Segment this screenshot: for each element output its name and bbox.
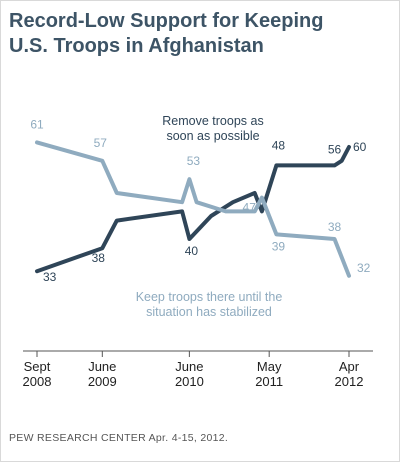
chart-title-line: U.S. Troops in Afghanistan [9,35,264,57]
x-tick-label: 2011 [255,374,283,389]
data-label: 40 [185,244,199,258]
x-tick-label: Sept [24,359,51,374]
x-tick-label: 2008 [23,374,52,389]
data-label: 38 [328,220,342,234]
data-label: 47 [243,201,257,215]
x-tick-label: Apr [339,359,360,374]
series-label: situation has stabilized [146,305,272,319]
data-labels: 33 38 40 48 56 60 61 57 53 47 39 38 32 [30,117,370,284]
series-lines [35,140,351,278]
data-label: 57 [94,136,108,150]
data-label: 38 [92,251,106,265]
x-tick-label: June [175,359,203,374]
series-label: Remove troops as [162,114,263,128]
x-tick-label: 2010 [175,374,204,389]
data-label: 53 [187,154,201,168]
data-label: 56 [328,142,342,156]
series-line-keep-troops [35,140,351,278]
data-label: 32 [357,261,371,275]
series-line-remove-troops [35,145,351,274]
chart-title-line: Record-Low Support for Keeping [9,10,323,32]
chart-title: Record-Low Support for Keeping U.S. Troop… [9,10,323,57]
x-tick-label: May [257,359,282,374]
series-label: Keep troops there until the [136,290,283,304]
series-label: soon as possible [166,129,259,143]
data-label: 60 [353,140,367,154]
x-tick-label: 2012 [335,374,364,389]
source-text: PEW RESEARCH CENTER Apr. 4-15, 2012. [9,432,228,444]
data-label: 39 [272,239,286,253]
data-label: 48 [272,138,286,152]
data-label: 61 [30,117,44,131]
x-tick-label: 2009 [88,374,117,389]
source-note: PEW RESEARCH CENTER Apr. 4-15, 2012. [9,432,228,444]
x-tick-label: June [88,359,116,374]
data-label: 33 [43,270,57,284]
